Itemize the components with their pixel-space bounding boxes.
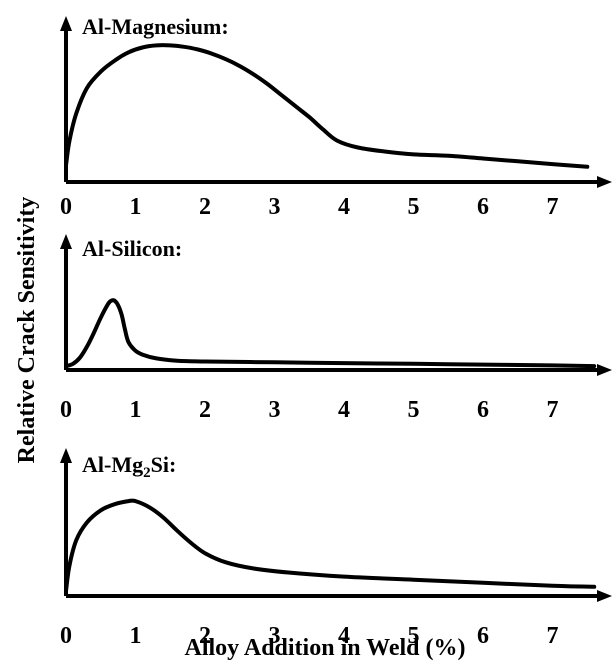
x-tick-labels: 0 1 2 3 4 5 6 7 (60, 194, 559, 220)
x-axis-label: Alloy Addition in Weld (%) (185, 635, 466, 661)
x-axis-arrowhead (597, 364, 612, 376)
x-tick-label: 2 (199, 194, 211, 220)
x-tick-label: 1 (130, 194, 142, 220)
panel-title: Al-Mg2Si: (82, 452, 176, 481)
x-tick-label: 5 (408, 397, 420, 423)
x-tick-label: 1 (130, 397, 142, 423)
x-axis-arrowhead (597, 176, 612, 188)
x-tick-label: 0 (60, 194, 72, 220)
panel-title: Al-Silicon: (82, 236, 182, 261)
x-tick-label: 7 (547, 397, 559, 423)
x-axis-arrowhead (597, 590, 612, 602)
x-tick-labels: 0 1 2 3 4 5 6 7 (60, 397, 559, 423)
x-tick-label: 0 (60, 623, 72, 649)
x-tick-label: 3 (269, 194, 281, 220)
panel-al-silicon: Al-Silicon: 0 1 2 3 4 5 6 7 (60, 234, 612, 423)
panel-al-magnesium: Al-Magnesium: 0 1 2 3 4 5 6 7 (60, 14, 612, 220)
x-tick-label: 6 (477, 194, 489, 220)
x-tick-label: 6 (477, 397, 489, 423)
y-axis-arrowhead (60, 16, 72, 31)
x-tick-label: 1 (130, 623, 142, 649)
x-tick-label: 6 (477, 623, 489, 649)
series-curve (66, 501, 594, 591)
x-tick-label: 3 (269, 397, 281, 423)
x-tick-label: 7 (547, 623, 559, 649)
series-curve (66, 300, 594, 366)
y-axis-label: Relative Crack Sensitivity (14, 197, 40, 464)
x-tick-label: 0 (60, 397, 72, 423)
y-axis-arrowhead (60, 234, 72, 249)
x-tick-label: 7 (547, 194, 559, 220)
x-tick-label: 5 (408, 194, 420, 220)
x-tick-label: 2 (199, 397, 211, 423)
y-axis-arrowhead (60, 448, 72, 463)
panel-title: Al-Magnesium: (82, 14, 229, 39)
x-tick-label: 4 (338, 194, 350, 220)
series-curve (66, 45, 587, 167)
x-tick-label: 4 (338, 397, 350, 423)
